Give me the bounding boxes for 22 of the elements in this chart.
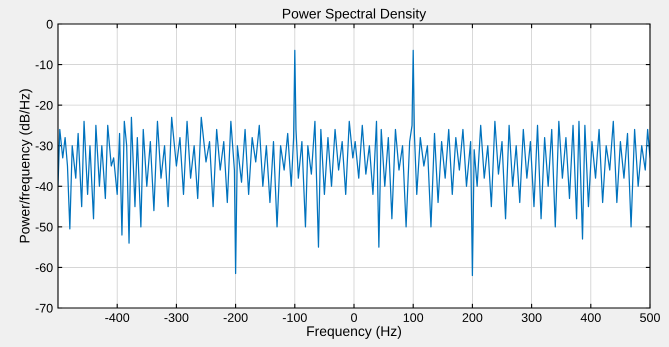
x-tick-label: 300	[522, 313, 542, 322]
x-tick-label: -300	[164, 313, 188, 322]
y-tick-label: -70	[36, 304, 53, 313]
y-axis-title: Power/frequency (dB/Hz)	[19, 89, 32, 242]
y-tick-label: -30	[36, 142, 53, 150]
x-axis-title: Frequency (Hz)	[307, 326, 401, 339]
x-tick-label: -100	[282, 313, 307, 322]
x-tick-label: 100	[404, 313, 424, 322]
x-tick-label: 200	[462, 313, 482, 322]
line-series	[58, 50, 650, 276]
y-tick-label: -10	[36, 60, 53, 70]
y-tick-label: 0	[46, 20, 53, 29]
x-tick-label: -200	[224, 313, 248, 322]
x-tick-label: -400	[105, 313, 130, 322]
x-tick-label: 500	[640, 313, 660, 322]
y-tick-label: -40	[36, 182, 53, 191]
y-tick-label: -50	[36, 222, 53, 232]
y-tick-label: -60	[36, 263, 53, 272]
x-tick-label: 0	[351, 313, 357, 322]
y-tick-label: -20	[36, 100, 53, 110]
x-tick-label: 400	[580, 313, 601, 322]
chart-title: Power Spectral Density	[282, 8, 426, 22]
